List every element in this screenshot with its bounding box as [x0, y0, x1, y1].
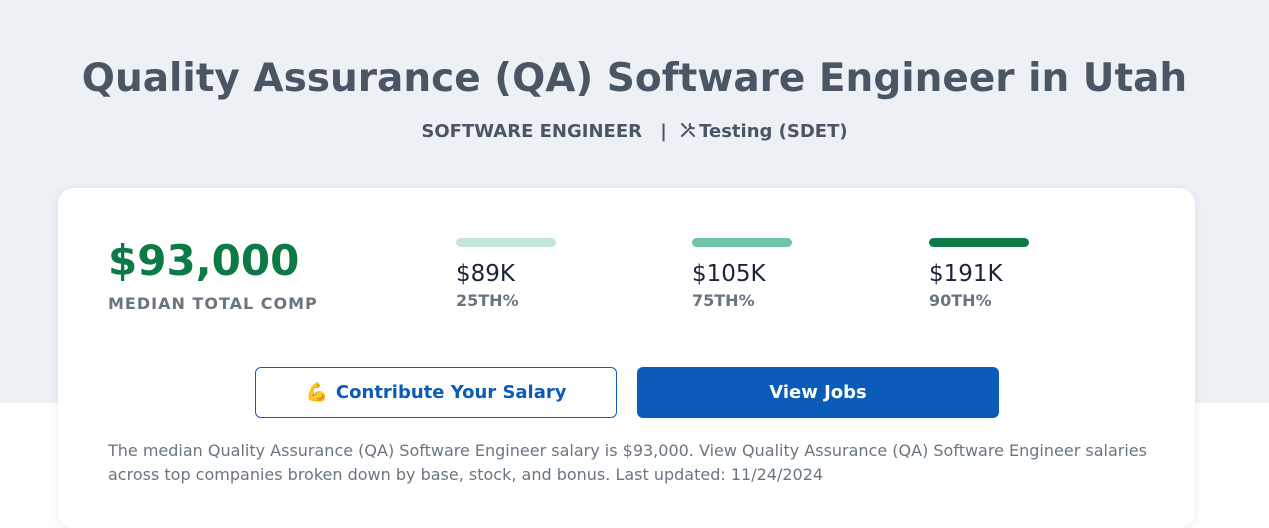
percentile-value: $105K: [692, 261, 766, 287]
description: The median Quality Assurance (QA) Softwa…: [108, 441, 1147, 484]
jobs-button[interactable]: View Jobs: [637, 367, 999, 418]
percentile-bar: [692, 238, 792, 247]
percentile-label: 25TH%: [456, 291, 519, 310]
percentile-bar: [929, 238, 1029, 247]
percentile: $191K 90TH%: [929, 238, 1029, 310]
percentile: $105K 75TH%: [692, 238, 792, 310]
separator: |: [660, 121, 667, 142]
button-label: View Jobs: [769, 382, 867, 403]
salary-card: $93,000 MEDIAN TOTAL COMP $89K 25TH% $105K…: [58, 188, 1195, 528]
tool-icon: [681, 123, 696, 137]
page: Quality Assurance (QA) Software Engineer…: [0, 0, 1269, 484]
median-label: MEDIAN TOTAL COMP: [108, 294, 318, 313]
median-value: $93,000: [108, 236, 300, 285]
subtitle: SOFTWARE ENGINEER | Testing (SDET): [0, 121, 1269, 142]
category[interactable]: SOFTWARE ENGINEER: [421, 121, 642, 142]
percentile-value: $89K: [456, 261, 515, 287]
percentile-label: 75TH%: [692, 291, 755, 310]
percentile-label: 90TH%: [929, 291, 992, 310]
percentile-value: $191K: [929, 261, 1003, 287]
percentile-bar: [456, 238, 556, 247]
button-icon: 💪: [305, 382, 328, 403]
specialty[interactable]: Testing (SDET): [699, 121, 848, 142]
percentile: $89K 25TH%: [456, 238, 556, 310]
button-label: Contribute Your Salary: [335, 382, 567, 403]
contribute-button[interactable]: 💪 Contribute Your Salary: [255, 367, 617, 418]
page-title: Quality Assurance (QA) Software Engineer…: [81, 56, 1188, 101]
